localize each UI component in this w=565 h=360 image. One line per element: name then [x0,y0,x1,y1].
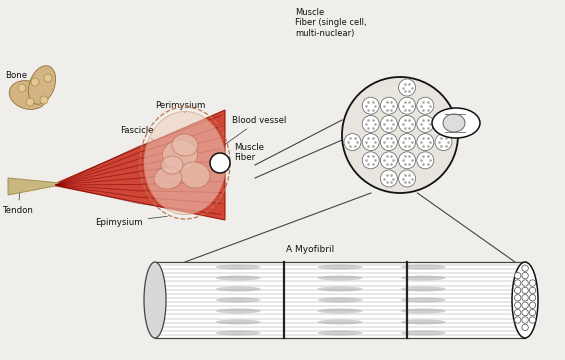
Circle shape [18,84,26,92]
Circle shape [522,324,528,330]
Ellipse shape [318,309,363,314]
Circle shape [522,302,528,309]
Circle shape [380,134,397,150]
Circle shape [398,97,416,114]
Ellipse shape [443,114,465,132]
Circle shape [417,134,434,150]
Ellipse shape [216,287,261,292]
Circle shape [398,152,416,169]
Ellipse shape [216,330,261,336]
Circle shape [529,287,536,294]
Ellipse shape [161,156,183,174]
Ellipse shape [318,330,363,336]
Circle shape [435,116,452,132]
Circle shape [515,280,521,286]
Circle shape [435,134,452,150]
Ellipse shape [216,297,261,302]
Polygon shape [8,178,60,195]
Circle shape [515,294,521,301]
Circle shape [522,280,528,286]
Text: Tendon: Tendon [3,190,34,215]
Circle shape [522,287,528,294]
Ellipse shape [318,275,363,280]
Circle shape [417,152,434,169]
Ellipse shape [216,265,261,270]
Circle shape [515,317,521,323]
Text: Perimysium: Perimysium [155,100,205,113]
Circle shape [529,309,536,316]
Circle shape [362,116,379,132]
Ellipse shape [144,262,166,338]
Circle shape [210,153,230,173]
Polygon shape [52,110,225,220]
Circle shape [417,116,434,132]
Ellipse shape [318,320,363,324]
Circle shape [31,78,39,86]
Text: A Myofibril: A Myofibril [286,245,334,254]
Circle shape [44,74,52,82]
Circle shape [398,116,416,132]
Circle shape [515,273,521,279]
Circle shape [398,170,416,187]
Ellipse shape [512,262,538,338]
Ellipse shape [318,297,363,302]
Circle shape [380,97,397,114]
Circle shape [380,152,397,169]
Ellipse shape [9,81,47,109]
Circle shape [529,317,536,323]
Circle shape [398,134,416,150]
Circle shape [515,302,521,309]
Ellipse shape [216,309,261,314]
Circle shape [362,134,379,150]
Ellipse shape [401,309,446,314]
Ellipse shape [216,275,261,280]
Ellipse shape [401,287,446,292]
Ellipse shape [163,140,198,170]
Ellipse shape [401,275,446,280]
Ellipse shape [432,108,480,138]
Circle shape [344,134,361,150]
Polygon shape [155,262,525,338]
Text: Muscle
Fiber: Muscle Fiber [234,143,264,162]
Circle shape [529,302,536,309]
Ellipse shape [401,330,446,336]
Ellipse shape [144,112,226,215]
Text: Muscle
Fiber (single cell,
multi-nuclear): Muscle Fiber (single cell, multi-nuclear… [295,8,367,38]
Ellipse shape [318,265,363,270]
Circle shape [40,96,48,104]
Circle shape [417,97,434,114]
Circle shape [362,97,379,114]
Circle shape [380,170,397,187]
Circle shape [522,273,528,279]
Circle shape [522,309,528,316]
Circle shape [380,116,397,132]
Text: Blood vessel: Blood vessel [222,116,286,147]
Circle shape [522,317,528,323]
Ellipse shape [172,134,198,156]
Circle shape [398,79,416,96]
Circle shape [529,294,536,301]
Circle shape [529,280,536,286]
Ellipse shape [154,167,182,189]
Circle shape [522,265,528,271]
Circle shape [515,287,521,294]
Circle shape [362,152,379,169]
Text: Bone: Bone [5,71,28,90]
Circle shape [342,77,458,193]
Text: Epimysium: Epimysium [95,216,167,226]
Ellipse shape [216,320,261,324]
Text: Fascicle: Fascicle [120,126,176,154]
Circle shape [515,309,521,316]
Ellipse shape [318,287,363,292]
Ellipse shape [401,320,446,324]
Circle shape [26,98,34,106]
Ellipse shape [180,162,210,188]
Ellipse shape [401,265,446,270]
Ellipse shape [28,66,55,104]
Circle shape [522,294,528,301]
Ellipse shape [401,297,446,302]
